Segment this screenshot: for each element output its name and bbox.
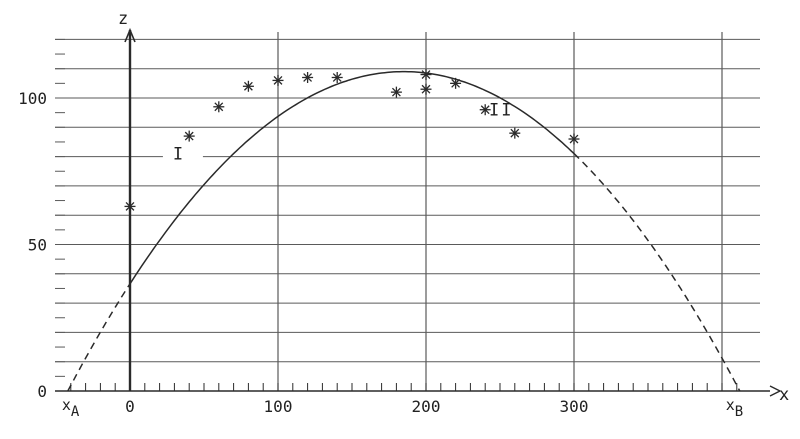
data-point	[420, 83, 432, 95]
data-point	[568, 133, 580, 145]
data-point	[302, 71, 314, 83]
data-point	[390, 86, 402, 98]
axes-layer	[55, 27, 782, 397]
x-tick-label: 0	[125, 397, 135, 416]
data-point-stroke	[421, 70, 431, 79]
curve-solid-segment	[129, 70, 575, 285]
data-point-stroke	[303, 73, 313, 82]
data-point	[420, 69, 432, 81]
z-axis-label: z	[118, 9, 128, 29]
curve-dashed-segment	[67, 283, 131, 392]
data-point-stroke	[273, 76, 283, 85]
region-label-I: I	[173, 145, 183, 165]
data-point	[124, 200, 136, 212]
data-point-stroke	[510, 128, 520, 138]
x-axis-label: x	[779, 385, 789, 405]
y-tick-label: 0	[37, 382, 47, 401]
x-a-main: x	[62, 396, 71, 414]
curve-layer	[67, 70, 741, 392]
x-a-sub: A	[71, 404, 80, 420]
data-point	[213, 101, 225, 113]
x-axis-arrow	[769, 385, 782, 397]
data-point	[509, 127, 521, 139]
data-point-stroke	[184, 131, 194, 141]
curve-dashed-segment	[573, 153, 741, 392]
data-point-stroke	[214, 102, 224, 112]
x-b-main: x	[726, 396, 735, 414]
data-point-stroke	[480, 105, 490, 115]
data-point	[331, 71, 343, 83]
label-gap-II	[467, 103, 524, 124]
y-tick-label: 100	[18, 89, 47, 108]
data-point-stroke	[569, 134, 579, 144]
label-gap-I	[162, 145, 203, 166]
data-point-stroke	[391, 87, 401, 97]
data-point-stroke	[451, 78, 461, 88]
x-tick-label: 300	[560, 397, 589, 416]
data-point	[183, 130, 195, 142]
data-point	[450, 77, 462, 89]
data-point-stroke	[243, 81, 253, 91]
data-point	[479, 104, 491, 116]
points-layer	[124, 69, 580, 212]
grid-layer	[55, 32, 760, 391]
data-point-stroke	[421, 84, 431, 94]
x-tick-label: 100	[264, 397, 293, 416]
region-label-II: II	[489, 101, 513, 121]
y-tick-label: 50	[28, 236, 47, 255]
data-point	[272, 74, 284, 86]
x-a-label: xA	[62, 396, 80, 420]
data-point	[242, 80, 254, 92]
x-b-sub: B	[735, 404, 743, 420]
x-b-label: xB	[726, 396, 743, 420]
data-point-stroke	[125, 201, 135, 211]
x-tick-label: 200	[412, 397, 441, 416]
z-axis-arrow	[124, 27, 136, 43]
data-point-stroke	[332, 73, 342, 82]
